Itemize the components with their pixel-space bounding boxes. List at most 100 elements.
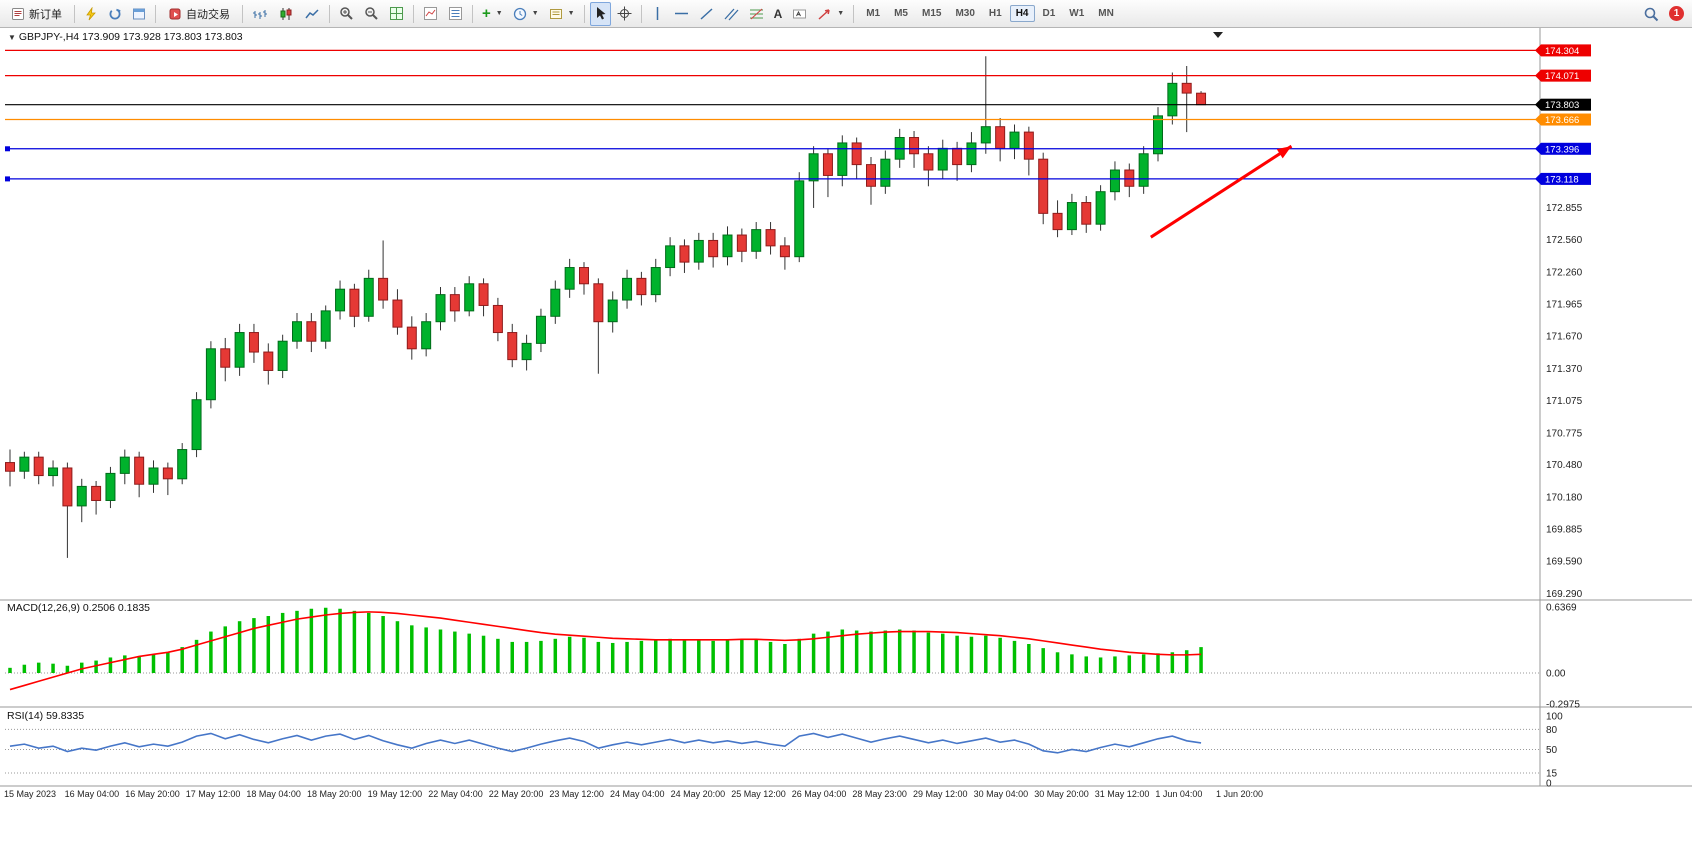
svg-text:170.480: 170.480 — [1546, 460, 1583, 471]
periods-dropdown[interactable]: ▼ — [509, 2, 543, 26]
add-indicator-dropdown[interactable]: + ▼ — [478, 2, 507, 26]
timeframe-M30[interactable]: M30 — [949, 5, 980, 22]
templates-dropdown[interactable]: ▼ — [545, 2, 579, 26]
chevron-down-icon: ▼ — [531, 10, 539, 17]
trend-arrow-annotation[interactable] — [1150, 144, 1293, 239]
cursor-tool-button[interactable] — [589, 1, 611, 26]
separator — [74, 4, 75, 23]
svg-text:173.118: 173.118 — [1545, 174, 1579, 185]
separator — [155, 4, 156, 23]
price-badge-174.304: 174.304 — [1535, 44, 1591, 57]
plus-icon: + — [482, 4, 491, 22]
profiles-icon[interactable] — [104, 2, 126, 26]
timeframe-H4[interactable]: H4 — [1009, 5, 1035, 22]
price-badge-174.071: 174.071 — [1535, 69, 1591, 82]
svg-text:15: 15 — [1546, 768, 1558, 779]
svg-text:172.560: 172.560 — [1546, 235, 1583, 246]
svg-text:22 May 20:00: 22 May 20:00 — [489, 789, 544, 799]
svg-text:24 May 20:00: 24 May 20:00 — [671, 789, 726, 799]
timeframe-H1[interactable]: H1 — [983, 5, 1008, 22]
svg-text:25 May 12:00: 25 May 12:00 — [731, 789, 786, 799]
channel-tool[interactable] — [720, 2, 743, 26]
price-badge-173.666: 173.666 — [1535, 113, 1591, 126]
data-window-icon[interactable] — [128, 2, 150, 26]
candlestick-chart-icon[interactable] — [274, 2, 298, 26]
svg-text:169.590: 169.590 — [1546, 557, 1583, 568]
svg-text:28 May 23:00: 28 May 23:00 — [852, 789, 907, 799]
svg-text:172.855: 172.855 — [1546, 203, 1583, 214]
chevron-down-icon: ▼ — [567, 10, 575, 17]
timeframe-M1[interactable]: M1 — [860, 5, 886, 22]
svg-text:173.396: 173.396 — [1545, 144, 1579, 155]
svg-text:0.6369: 0.6369 — [1546, 603, 1577, 614]
text-tool[interactable]: A — [770, 2, 787, 26]
separator — [640, 4, 642, 23]
svg-text:171.370: 171.370 — [1546, 364, 1583, 375]
scroll-to-end-marker[interactable] — [1213, 32, 1223, 38]
timeframe-M5[interactable]: M5 — [888, 5, 914, 22]
svg-text:0.00: 0.00 — [1546, 669, 1566, 680]
bar-chart-icon[interactable] — [248, 2, 272, 26]
svg-text:1 Jun 04:00: 1 Jun 04:00 — [1155, 789, 1202, 799]
timeframe-W1[interactable]: W1 — [1063, 5, 1090, 22]
new-order-icon — [12, 7, 24, 20]
time-axis-labels: 15 May 2023 16 May 04:00 16 May 20:00 17 Ma… — [4, 789, 1263, 799]
svg-text:171.670: 171.670 — [1546, 331, 1583, 342]
timeframe-M15[interactable]: M15 — [916, 5, 947, 22]
chevron-down-icon: ▼ — [495, 10, 503, 17]
search-button[interactable] — [1639, 2, 1663, 26]
svg-text:23 May 12:00: 23 May 12:00 — [549, 789, 604, 799]
chart-dropdown-icon[interactable]: ▼ — [8, 33, 16, 42]
macd-signal-line — [9, 611, 1202, 691]
svg-text:30 May 04:00: 30 May 04:00 — [974, 789, 1029, 799]
clock-icon — [513, 7, 526, 20]
svg-text:173.803: 173.803 — [1545, 100, 1579, 111]
svg-text:0: 0 — [1546, 779, 1552, 790]
svg-text:172.260: 172.260 — [1546, 267, 1583, 278]
line-chart-icon[interactable] — [300, 2, 324, 26]
crosshair-icon — [617, 6, 632, 21]
separator — [413, 4, 414, 23]
vertical-line-tool[interactable] — [647, 2, 668, 26]
zoom-out-icon[interactable] — [360, 2, 383, 26]
template-icon — [549, 8, 562, 19]
chart-wizard-icon[interactable] — [80, 2, 102, 26]
label-icon — [793, 9, 807, 18]
svg-text:169.290: 169.290 — [1546, 589, 1583, 600]
svg-text:26 May 04:00: 26 May 04:00 — [792, 789, 847, 799]
objects-list-icon[interactable] — [444, 2, 467, 26]
new-order-button[interactable]: 新订单 — [4, 3, 69, 25]
indicators-icon[interactable] — [419, 2, 442, 26]
price-axis-labels: 172.855 172.560 172.260 171.965 171.670 171.3… — [1546, 203, 1583, 600]
tile-windows-icon[interactable] — [385, 2, 408, 26]
arrow-shape-icon — [818, 8, 830, 20]
svg-text:16 May 04:00: 16 May 04:00 — [65, 789, 120, 799]
fibonacci-tool[interactable] — [745, 2, 768, 26]
zoom-in-icon[interactable] — [335, 2, 358, 26]
crosshair-tool-button[interactable] — [613, 2, 636, 26]
svg-text:174.304: 174.304 — [1545, 46, 1579, 57]
price-badge-173.396: 173.396 — [1535, 142, 1591, 155]
horizontal-line-tool[interactable] — [670, 2, 693, 26]
svg-text:-0.2975: -0.2975 — [1546, 699, 1580, 710]
svg-text:18 May 04:00: 18 May 04:00 — [246, 789, 301, 799]
rsi-line — [9, 732, 1202, 754]
timeframe-D1[interactable]: D1 — [1037, 5, 1062, 22]
cursor-icon — [596, 7, 606, 20]
text-icon: A — [773, 6, 783, 21]
svg-text:19 May 12:00: 19 May 12:00 — [368, 789, 423, 799]
svg-text:15 May 2023: 15 May 2023 — [4, 789, 56, 799]
svg-text:80: 80 — [1546, 725, 1558, 736]
svg-text:170.775: 170.775 — [1546, 428, 1583, 439]
timeframe-MN[interactable]: MN — [1092, 5, 1120, 22]
label-tool[interactable] — [788, 2, 811, 26]
svg-text:24 May 04:00: 24 May 04:00 — [610, 789, 665, 799]
svg-text:30 May 20:00: 30 May 20:00 — [1034, 789, 1089, 799]
notification-badge[interactable]: 1 — [1669, 6, 1684, 21]
shapes-dropdown[interactable]: ▼ — [813, 2, 848, 26]
autotrading-button[interactable]: 自动交易 — [161, 3, 237, 25]
trendline-tool[interactable] — [695, 2, 718, 26]
chart-canvas[interactable]: 172.855 172.560 172.260 171.965 171.670 171.3… — [0, 28, 1692, 868]
separator — [583, 4, 585, 23]
price-badge-173.803: 173.803 — [1535, 98, 1591, 111]
